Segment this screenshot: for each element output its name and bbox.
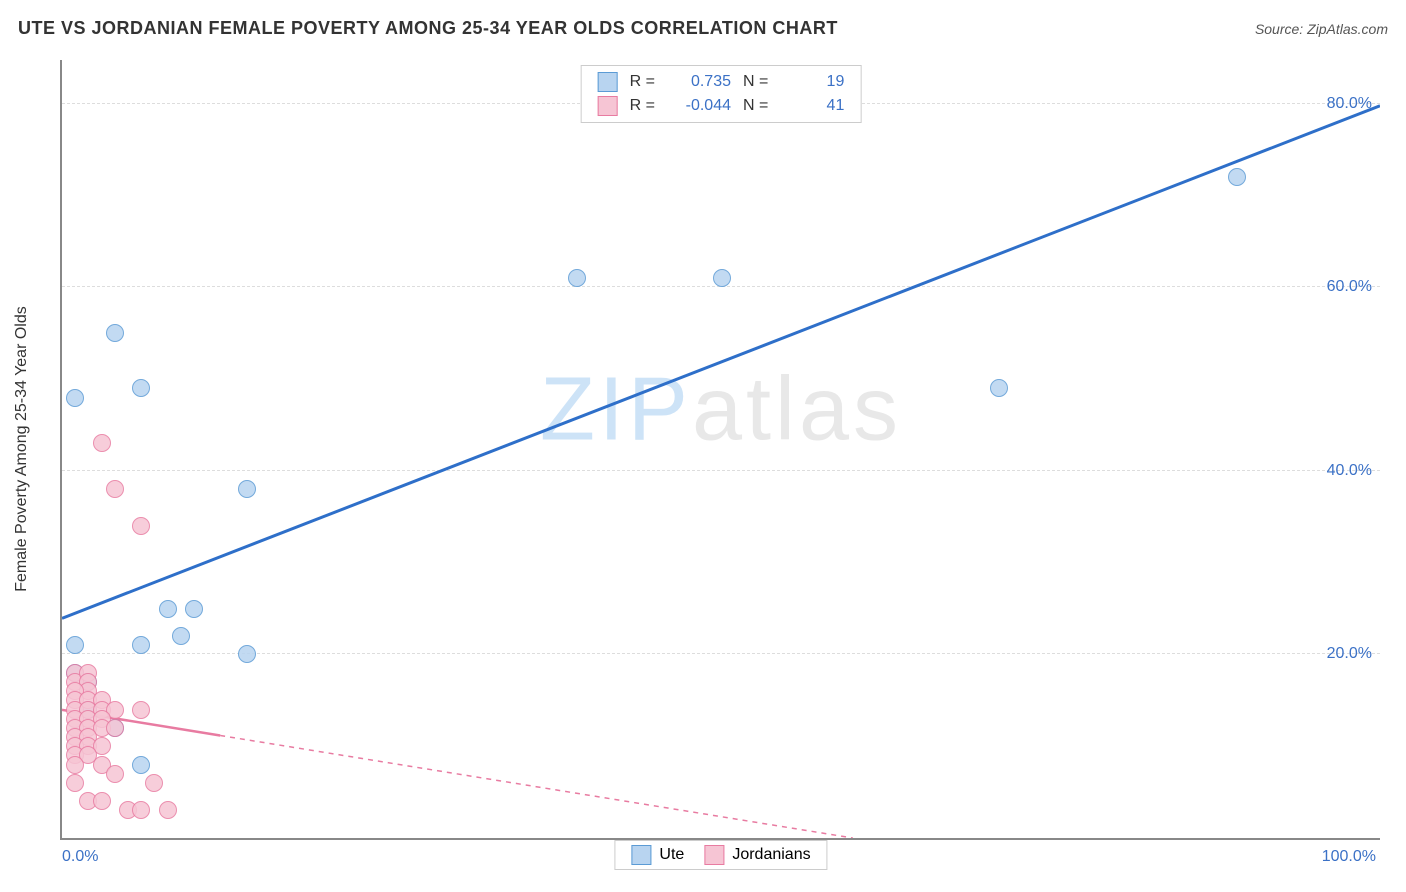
data-point-ute — [568, 269, 586, 287]
data-point-ute — [238, 480, 256, 498]
data-point-ute — [238, 645, 256, 663]
legend-swatch-jordanians — [598, 96, 618, 116]
gridline — [62, 653, 1380, 654]
data-point-ute — [1228, 168, 1246, 186]
data-point-ute — [713, 269, 731, 287]
data-point-jordanians — [106, 765, 124, 783]
header: UTE VS JORDANIAN FEMALE POVERTY AMONG 25… — [18, 18, 1388, 39]
data-point-jordanians — [132, 517, 150, 535]
legend-row-jordanians: R = -0.044 N = 41 — [598, 94, 845, 118]
legend-r-value-ute: 0.735 — [667, 73, 731, 91]
gridline — [62, 470, 1380, 471]
watermark: ZIPatlas — [540, 359, 902, 462]
legend-swatch-ute — [631, 845, 651, 865]
y-axis-label: Female Poverty Among 25-34 Year Olds — [13, 306, 31, 592]
data-point-ute — [132, 756, 150, 774]
legend-n-value-ute: 19 — [780, 73, 844, 91]
watermark-zip: ZIP — [540, 360, 692, 460]
legend-swatch-ute — [598, 72, 618, 92]
data-point-ute — [132, 379, 150, 397]
series-legend: Ute Jordanians — [614, 840, 827, 870]
data-point-ute — [185, 600, 203, 618]
data-point-ute — [66, 389, 84, 407]
legend-r-value-jordanians: -0.044 — [667, 97, 731, 115]
legend-row-ute: R = 0.735 N = 19 — [598, 70, 845, 94]
legend-n-label: N = — [743, 73, 768, 91]
legend-r-label: R = — [630, 97, 655, 115]
ytick-label: 20.0% — [1327, 645, 1372, 663]
data-point-ute — [990, 379, 1008, 397]
watermark-atlas: atlas — [692, 360, 902, 460]
data-point-jordanians — [93, 792, 111, 810]
ytick-label: 60.0% — [1327, 278, 1372, 296]
legend-label-jordanians: Jordanians — [732, 846, 810, 864]
data-point-jordanians — [106, 480, 124, 498]
trend-lines-layer — [62, 60, 1380, 838]
data-point-jordanians — [132, 701, 150, 719]
data-point-jordanians — [93, 434, 111, 452]
ytick-label: 80.0% — [1327, 95, 1372, 113]
xtick-label: 0.0% — [62, 848, 98, 866]
legend-item-jordanians: Jordanians — [704, 845, 810, 865]
legend-label-ute: Ute — [659, 846, 684, 864]
legend-n-value-jordanians: 41 — [780, 97, 844, 115]
chart-title: UTE VS JORDANIAN FEMALE POVERTY AMONG 25… — [18, 18, 838, 39]
plot-area: ZIPatlas Female Poverty Among 25-34 Year… — [60, 60, 1380, 840]
ytick-label: 40.0% — [1327, 462, 1372, 480]
legend-n-label: N = — [743, 97, 768, 115]
data-point-jordanians — [66, 774, 84, 792]
legend-r-label: R = — [630, 73, 655, 91]
legend-swatch-jordanians — [704, 845, 724, 865]
data-point-jordanians — [66, 756, 84, 774]
correlation-legend: R = 0.735 N = 19 R = -0.044 N = 41 — [581, 65, 862, 123]
data-point-jordanians — [106, 719, 124, 737]
data-point-ute — [159, 600, 177, 618]
data-point-jordanians — [145, 774, 163, 792]
source-label: Source: ZipAtlas.com — [1255, 21, 1388, 37]
chart-container: UTE VS JORDANIAN FEMALE POVERTY AMONG 25… — [0, 0, 1406, 892]
data-point-ute — [66, 636, 84, 654]
xtick-label: 100.0% — [1322, 848, 1376, 866]
data-point-ute — [106, 324, 124, 342]
data-point-ute — [172, 627, 190, 645]
data-point-jordanians — [159, 801, 177, 819]
legend-item-ute: Ute — [631, 845, 684, 865]
data-point-ute — [132, 636, 150, 654]
data-point-jordanians — [132, 801, 150, 819]
